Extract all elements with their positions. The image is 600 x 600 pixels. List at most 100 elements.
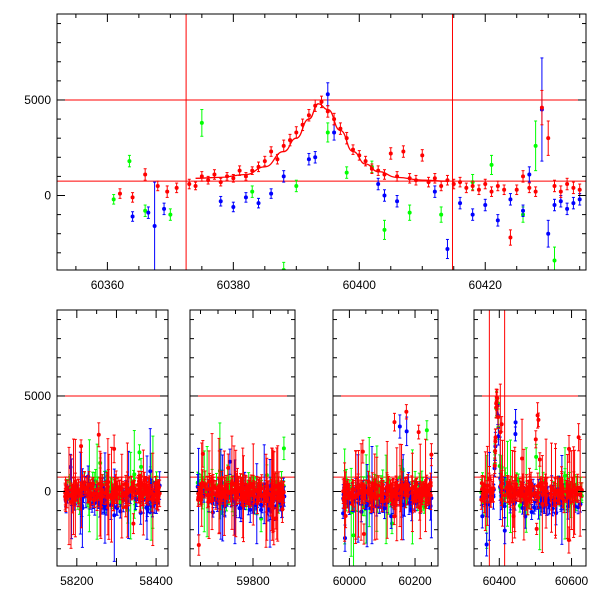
data-point (546, 219, 551, 248)
marker (232, 488, 237, 493)
data-point (237, 165, 242, 176)
marker (97, 491, 102, 496)
data-point (420, 149, 425, 162)
marker (127, 159, 132, 164)
marker (571, 185, 576, 190)
data-point (508, 193, 513, 206)
marker (388, 151, 393, 156)
marker (212, 172, 217, 177)
marker (577, 197, 582, 202)
marker (445, 246, 450, 251)
marker (132, 486, 137, 491)
marker (216, 489, 221, 494)
marker (137, 450, 142, 455)
marker (489, 189, 494, 194)
data-point (129, 475, 134, 501)
data-point (489, 154, 494, 175)
marker (226, 465, 231, 470)
marker (269, 191, 274, 196)
data-point (439, 180, 444, 192)
data-point (527, 182, 532, 194)
data-point (125, 471, 130, 499)
data-point (231, 201, 236, 213)
marker (137, 491, 142, 496)
marker (112, 513, 117, 518)
marker (533, 189, 538, 194)
data-point (279, 480, 284, 501)
data-point (250, 185, 255, 198)
marker (117, 191, 122, 196)
marker (351, 533, 356, 538)
data-point (382, 169, 387, 180)
data-point (69, 484, 74, 505)
data-point (146, 489, 151, 501)
marker (71, 486, 76, 491)
data-point (111, 494, 116, 511)
marker (521, 174, 526, 179)
marker (99, 496, 104, 501)
data-point (571, 181, 576, 195)
data-point (243, 475, 248, 502)
marker (132, 472, 137, 477)
marker (269, 487, 274, 492)
marker (558, 189, 563, 194)
data-point (232, 445, 237, 536)
data-point (275, 153, 280, 165)
data-point (325, 122, 330, 143)
marker (187, 182, 192, 187)
plot-area (57, 14, 586, 270)
plot-frame (56, 13, 587, 271)
plot-frame (189, 309, 296, 567)
marker (264, 496, 269, 501)
marker (495, 218, 500, 223)
data-point (82, 471, 87, 494)
marker (239, 488, 244, 493)
marker (151, 495, 156, 500)
marker (206, 499, 211, 504)
marker (144, 489, 149, 494)
marker (91, 493, 96, 498)
series-0000ff (130, 57, 582, 270)
marker (143, 208, 148, 213)
marker (258, 483, 263, 488)
marker (73, 491, 78, 496)
marker (63, 494, 68, 499)
marker (199, 489, 204, 494)
marker (275, 491, 280, 496)
marker (212, 484, 217, 489)
data-point (239, 480, 244, 500)
marker (527, 185, 532, 190)
data-point (495, 180, 500, 192)
data-point (476, 184, 481, 196)
data-point (137, 487, 142, 501)
data-point (137, 444, 142, 461)
data-point (79, 445, 84, 529)
series-ff0000 (196, 433, 286, 556)
data-point (155, 180, 160, 192)
marker (262, 159, 267, 164)
marker (205, 487, 210, 492)
data-point (360, 439, 365, 464)
data-point (521, 204, 526, 218)
marker (227, 459, 232, 464)
marker (281, 495, 286, 500)
series-ff0000 (63, 422, 162, 549)
data-point (332, 124, 337, 141)
data-point (489, 186, 494, 197)
data-point (533, 120, 538, 172)
data-point (426, 176, 431, 188)
data-point (294, 179, 299, 193)
marker (439, 183, 444, 188)
marker (105, 482, 110, 487)
marker (424, 428, 429, 433)
marker (533, 143, 538, 148)
marker (458, 201, 463, 206)
marker (470, 183, 475, 188)
marker (233, 491, 238, 496)
data-point (552, 198, 557, 212)
series-ff0000 (117, 89, 582, 246)
zoomed-lightcurve-plot: 60360 60380 60400 60420 0 5000 (24, 13, 587, 292)
marker (281, 174, 286, 179)
marker (231, 176, 236, 181)
